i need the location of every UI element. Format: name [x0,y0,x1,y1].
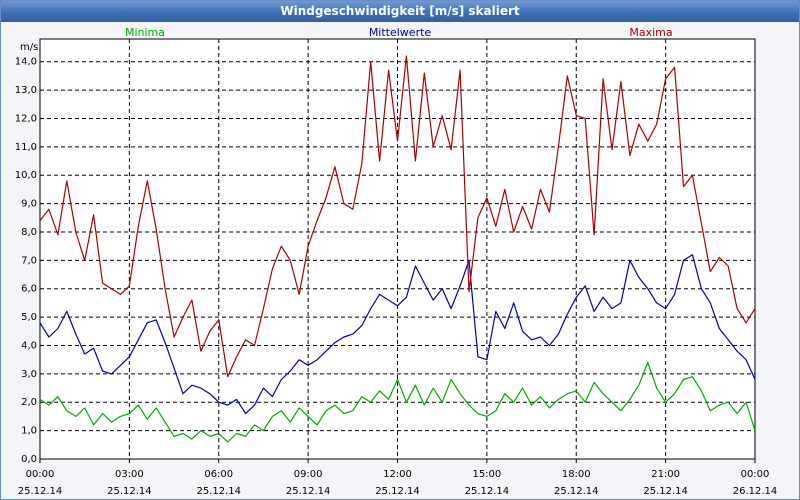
x-tick-date-label: 25.12.14 [465,486,510,497]
y-tick-label: 7,0 [21,255,37,266]
y-tick-label: 14,0 [15,57,37,68]
y-tick-label: 5,0 [21,312,37,323]
x-tick-date-label: 25.12.14 [286,486,331,497]
y-tick-label: 8,0 [21,227,37,238]
x-tick-date-label: 25.12.14 [18,486,63,497]
window-title: Windgeschwindigkeit [m/s] skaliert [1,1,799,22]
series-line-min [39,361,756,443]
x-tick-time-label: 12:00 [383,469,412,480]
x-tick-date-label: 26.12.14 [733,486,778,497]
y-axis-ticks: 0,0 1,0 2,0 3,0 4,0 5,0 6,0 7,0 8,0 9,0 10,0 11,0 12… [15,57,37,465]
x-tick-date-label: 25.12.14 [107,486,152,497]
legend-mittelwerte: Mittelwerte [369,26,432,39]
y-tick-label: 3,0 [21,369,37,380]
y-tick-label: 0,0 [21,454,37,465]
x-tick-time-label: 09:00 [294,469,323,480]
x-tick-time-label: 06:00 [204,469,233,480]
series-lines [39,55,756,443]
y-tick-label: 12,0 [15,113,37,124]
y-tick-label: 11,0 [15,142,37,153]
x-tick-time-label: 18:00 [562,469,591,480]
y-tick-label: 1,0 [21,426,37,437]
x-tick-time-label: 21:00 [651,469,680,480]
y-tick-label: 4,0 [21,340,37,351]
legend-maxima: Maxima [629,26,672,39]
x-tick-date-label: 25.12.14 [196,486,241,497]
series-line-max [39,55,756,378]
y-tick-label: 6,0 [21,284,37,295]
x-axis-ticks: 00:00 25.12.14 03:00 25.12.14 06:00 25.12.14 0… [18,459,778,497]
x-tick-time-label: 03:00 [115,469,144,480]
series-line-mean [39,254,756,415]
y-tick-label: 2,0 [21,397,37,408]
legend-minima: Minima [125,26,165,39]
y-tick-label: 13,0 [15,85,37,96]
x-tick-time-label: 00:00 [741,469,770,480]
y-tick-label: 10,0 [15,170,37,181]
y-tick-label: 9,0 [21,199,37,210]
y-axis-label: m/s [20,42,38,53]
x-tick-time-label: 00:00 [26,469,55,480]
x-tick-date-label: 25.12.14 [643,486,688,497]
x-tick-date-label: 25.12.14 [375,486,420,497]
x-tick-date-label: 25.12.14 [554,486,599,497]
grid-lines [40,39,755,459]
x-tick-time-label: 15:00 [472,469,501,480]
